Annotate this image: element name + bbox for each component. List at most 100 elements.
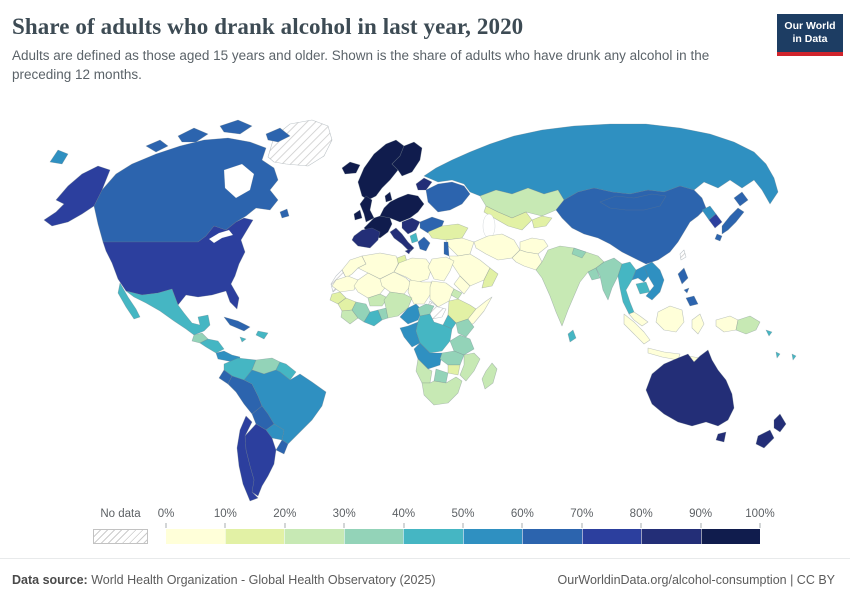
country-chile[interactable]	[236, 415, 259, 502]
country-japan-kyushu[interactable]	[714, 233, 723, 242]
country-egypt[interactable]	[427, 256, 455, 282]
country-taiwan[interactable]	[679, 249, 687, 261]
country-angola[interactable]	[413, 342, 443, 370]
country-ireland[interactable]	[353, 209, 363, 221]
country-niger[interactable]	[379, 271, 413, 295]
country-balkans[interactable]	[401, 217, 421, 235]
country-australia[interactable]	[645, 349, 735, 427]
country-solomon-islands[interactable]	[765, 329, 773, 337]
country-india[interactable]	[535, 245, 605, 327]
country-ukraine-belarus[interactable]	[425, 181, 471, 213]
country-uruguay[interactable]	[275, 439, 289, 455]
legend-bin-70-80%[interactable]	[581, 529, 641, 544]
owid-license-link[interactable]: OurWorldinData.org/alcohol-consumption |…	[557, 572, 835, 587]
legend-bin-80-90%[interactable]	[641, 529, 701, 544]
legend-bin-50-60%[interactable]	[462, 529, 522, 544]
country-yemen[interactable]	[453, 275, 471, 295]
country-brazil[interactable]	[243, 369, 327, 445]
country-nepal[interactable]	[571, 247, 587, 259]
country-germany-central-europe[interactable]	[379, 193, 425, 223]
country-kenya[interactable]	[455, 318, 475, 338]
country-south-africa[interactable]	[421, 376, 463, 406]
country-indonesia-sumatra[interactable]	[623, 313, 651, 345]
country-vanuatu[interactable]	[775, 351, 781, 359]
country-drc[interactable]	[415, 313, 453, 354]
country-japan-honshu[interactable]	[721, 207, 745, 235]
legend-bin-60-70%[interactable]	[522, 529, 582, 544]
legend-bin-30-40%[interactable]	[343, 529, 403, 544]
country-central-african-republic[interactable]	[417, 303, 435, 317]
country-cambodia[interactable]	[635, 281, 651, 295]
country-greece[interactable]	[417, 236, 431, 252]
legend-bin-0-10%[interactable]	[166, 529, 225, 544]
country-fiji[interactable]	[791, 353, 797, 361]
country-iceland[interactable]	[341, 161, 361, 175]
country-hispaniola[interactable]	[255, 330, 269, 340]
country-kyrgyzstan-tajikistan[interactable]	[531, 215, 553, 229]
country-norway-sweden[interactable]	[357, 139, 405, 201]
country-canada-arctic-3[interactable]	[265, 127, 291, 143]
country-china[interactable]	[555, 185, 707, 265]
country-italy-sicily[interactable]	[404, 248, 412, 255]
country-baltics[interactable]	[415, 177, 433, 191]
country-mauritania[interactable]	[331, 275, 359, 293]
country-united-kingdom[interactable]	[359, 195, 375, 223]
country-sudan[interactable]	[429, 280, 455, 308]
country-indonesia-sulawesi[interactable]	[691, 313, 705, 335]
country-denmark[interactable]	[384, 191, 393, 203]
country-new-zealand-north[interactable]	[773, 413, 787, 433]
country-cameroon[interactable]	[399, 303, 423, 325]
country-greenland[interactable]	[267, 119, 333, 167]
country-iberia[interactable]	[351, 227, 381, 249]
owid-logo[interactable]: Our World in Data	[777, 14, 843, 57]
country-philippines-luzon[interactable]	[677, 267, 689, 285]
legend-bin-40-50%[interactable]	[403, 529, 463, 544]
legend-no-data-swatch[interactable]	[93, 529, 148, 544]
country-canada-arctic-4[interactable]	[145, 139, 169, 153]
country-finland[interactable]	[391, 141, 423, 177]
legend-bin-20-30%[interactable]	[284, 529, 344, 544]
country-russia-chukotka[interactable]	[49, 149, 69, 165]
country-mongolia[interactable]	[599, 193, 667, 211]
country-cuba[interactable]	[223, 316, 251, 332]
country-zimbabwe[interactable]	[447, 364, 461, 376]
country-madagascar[interactable]	[481, 362, 498, 390]
country-australia-tasmania[interactable]	[715, 431, 727, 443]
legend-bin-10-20%[interactable]	[224, 529, 284, 544]
country-sri-lanka[interactable]	[567, 329, 577, 343]
country-philippines-visayas[interactable]	[683, 287, 690, 294]
country-iran[interactable]	[473, 233, 521, 261]
country-canada-arctic-1[interactable]	[177, 127, 209, 143]
country-sierra-leone-liberia[interactable]	[340, 309, 359, 325]
country-vietnam[interactable]	[643, 261, 665, 301]
country-indonesia-papua[interactable]	[715, 315, 739, 333]
country-syria-iraq[interactable]	[445, 237, 475, 257]
country-new-zealand-south[interactable]	[755, 429, 775, 449]
country-canada-arctic-2[interactable]	[219, 119, 253, 135]
country-indonesia-borneo[interactable]	[655, 305, 685, 333]
country-indonesia-java[interactable]	[647, 347, 681, 361]
country-turkey[interactable]	[427, 223, 469, 241]
country-bangladesh[interactable]	[587, 267, 601, 281]
country-libya[interactable]	[393, 257, 433, 284]
country-papua-new-guinea[interactable]	[735, 315, 761, 335]
country-albania[interactable]	[409, 232, 419, 244]
country-philippines-mindanao[interactable]	[685, 295, 699, 307]
country-south-korea[interactable]	[708, 213, 723, 229]
country-japan-hokkaido[interactable]	[733, 191, 749, 207]
country-honduras-nicaragua[interactable]	[199, 338, 225, 354]
country-mexico-baja[interactable]	[117, 282, 141, 320]
country-russia[interactable]	[423, 123, 779, 205]
country-myanmar[interactable]	[595, 257, 623, 301]
country-malawi-mozambique[interactable]	[459, 352, 481, 382]
country-thailand[interactable]	[617, 261, 637, 315]
country-jamaica[interactable]	[239, 336, 247, 343]
country-canada-newfoundland[interactable]	[279, 208, 290, 219]
country-chad[interactable]	[407, 279, 433, 305]
country-botswana[interactable]	[433, 368, 449, 384]
country-malaysia[interactable]	[628, 311, 649, 327]
country-gabon-congo[interactable]	[399, 321, 421, 348]
country-nigeria[interactable]	[383, 291, 413, 319]
country-canada[interactable]	[93, 137, 279, 243]
country-israel-lebanon[interactable]	[443, 241, 450, 257]
